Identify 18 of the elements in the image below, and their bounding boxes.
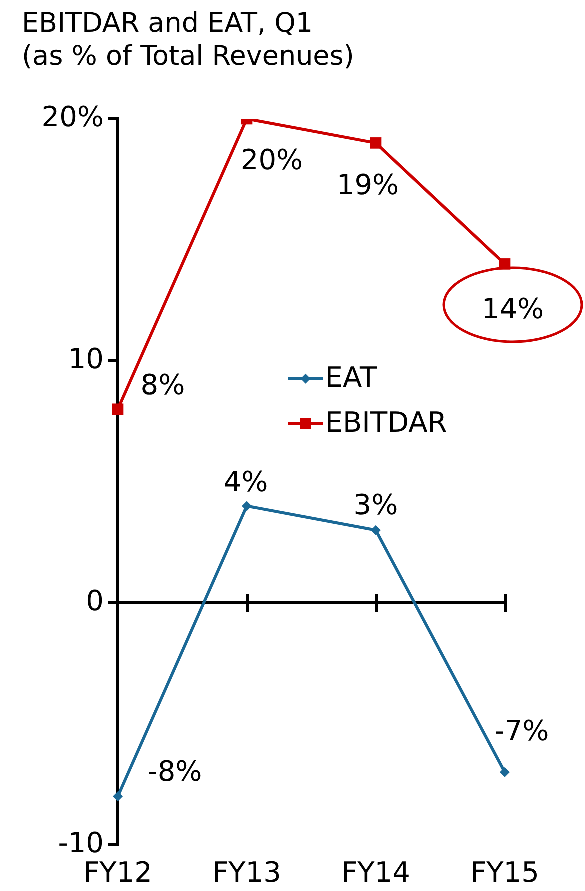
data-label: 20% [240,143,304,176]
x-tick-label: FY14 [342,856,410,890]
x-tick-label: FY15 [470,856,540,890]
data-label: 4% [224,465,268,498]
data-label: -7% [494,714,550,748]
y-tick-label: 10 [68,342,104,376]
data-label: 3% [354,488,398,522]
data-label: -8% [148,754,202,788]
data-label: 19% [336,168,400,202]
y-tick-label: 0 [86,584,104,618]
legend-label: EBITDAR [325,406,448,440]
data-label: 14% [482,292,544,326]
legend-label: EAT [325,361,378,394]
x-tick-label: FY13 [212,856,282,890]
chart-title: EBITDAR and EAT, Q1 [22,8,314,39]
data-label: 8% [140,368,186,402]
y-tick-label: 20% [42,100,104,134]
chart-subtitle: (as % of Total Revenues) [22,41,354,72]
